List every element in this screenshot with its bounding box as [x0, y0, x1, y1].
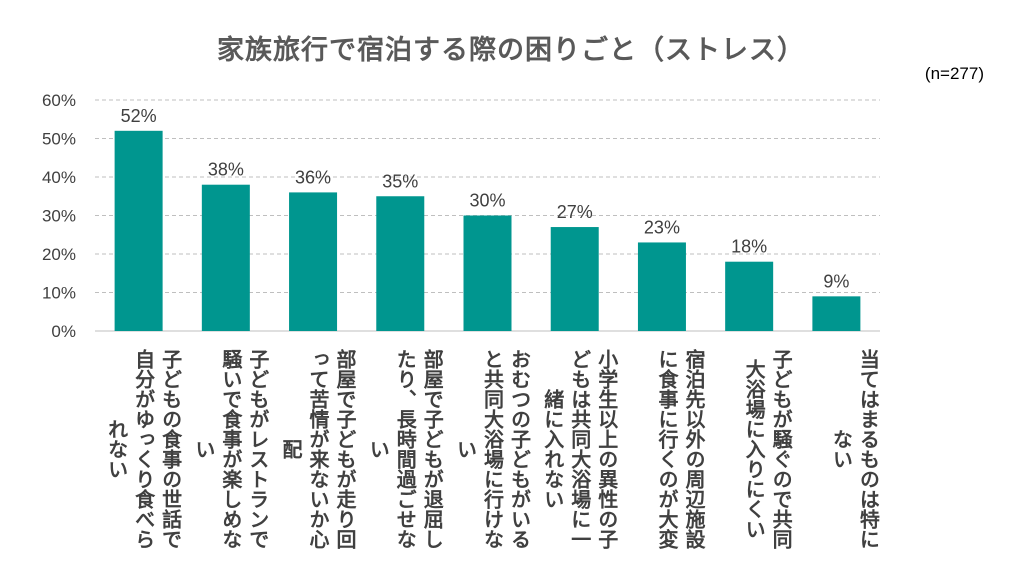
y-tick-label: 0%	[51, 322, 76, 341]
bar	[376, 196, 425, 331]
bar	[725, 261, 774, 331]
x-tick-label: 子どもが騒ぐので共同大浴場に入りにくい	[742, 349, 794, 549]
data-label: 23%	[644, 217, 680, 237]
data-label: 9%	[823, 271, 849, 291]
x-tick-label: 子どもの食事の世話で自分がゆっくり食べられない	[104, 349, 183, 549]
bar	[637, 242, 686, 331]
x-tick-label: おむつの子どもがいると共同大浴場に行けない	[453, 349, 532, 549]
y-tick-label: 50%	[42, 130, 76, 149]
bar	[289, 192, 338, 331]
y-tick-label: 30%	[42, 207, 76, 226]
data-label: 38%	[208, 160, 244, 180]
bar	[550, 227, 599, 331]
x-tick-label: 小学生以上の異性の子どもは共同大浴場に一緒に入れない	[540, 349, 619, 549]
x-tick-label: 宿泊先以外の周辺施設に食事に行くのが大変	[654, 349, 706, 549]
y-tick-label: 10%	[42, 284, 76, 303]
data-label: 30%	[469, 191, 505, 211]
x-tick-label: 部屋で子どもが走り回って苦情が来ないか心配	[279, 349, 358, 549]
data-label: 18%	[731, 237, 767, 257]
x-tick-label: 部屋で子どもが退屈したり、長時間過ごせない	[366, 349, 445, 549]
y-tick-label: 40%	[42, 168, 76, 187]
chart-title: 家族旅行で宿泊する際の困りごと（ストレス）	[217, 35, 805, 66]
data-label: 35%	[382, 171, 418, 191]
bar	[114, 130, 163, 331]
sample-size-note: (n=277)	[924, 64, 984, 83]
bar	[812, 296, 861, 331]
y-tick-label: 60%	[42, 91, 76, 110]
data-label: 52%	[121, 106, 157, 126]
data-label: 27%	[557, 202, 593, 222]
bar	[201, 184, 250, 331]
x-tick-label: 子どもがレストランで騒いで食事が楽しめない	[191, 349, 270, 549]
y-tick-label: 20%	[42, 245, 76, 264]
data-label: 36%	[295, 167, 331, 187]
x-tick-label: 当てはまるものは特にない	[829, 349, 881, 549]
bar	[463, 215, 512, 331]
